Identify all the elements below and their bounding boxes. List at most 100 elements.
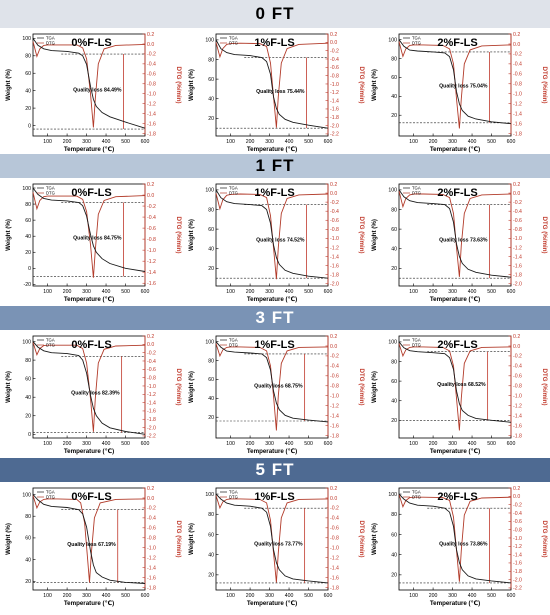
y-axis-label: Weight (%): [371, 523, 378, 555]
y2-tick-label: -1.6: [330, 107, 339, 113]
legend-dtg-label: DTG: [412, 41, 421, 46]
y2-tick-label: -1.4: [330, 254, 339, 260]
x-tick-label: 300: [448, 593, 457, 599]
y2-tick-label: -0.4: [513, 511, 522, 517]
x-tick-label: 400: [468, 139, 477, 145]
panel-title: 0%F-LS: [71, 491, 111, 503]
x-tick-label: 300: [265, 289, 274, 295]
x-tick-label: 200: [429, 289, 438, 295]
x-tick-label: 600: [507, 441, 516, 447]
y2-tick-label: -0.6: [330, 218, 339, 224]
x-tick-label: 200: [63, 441, 72, 447]
x-tick-label: 200: [246, 441, 255, 447]
y2-tick-label: -1.0: [513, 536, 522, 542]
y-tick-label: 80: [208, 207, 214, 213]
tga-curve: [32, 341, 146, 435]
x-tick-label: 300: [82, 289, 91, 295]
y2-tick-label: -1.6: [147, 575, 156, 581]
y2-tick-label: -1.2: [513, 245, 522, 251]
x-tick-label: 100: [226, 441, 235, 447]
y-axis-label: Weight (%): [5, 69, 12, 101]
chart-panel-0ft-0: 100 200 300 400 500 600 0 20 40 60 80 100 0.2 0.0 -0.2…: [5, 32, 182, 153]
x-tick-label: 300: [265, 593, 274, 599]
y2-tick-label: -0.6: [330, 526, 339, 532]
x-tick-label: 600: [141, 139, 150, 145]
y-tick-label: 20: [391, 113, 397, 119]
chart-panel-0ft-1: 100 200 300 400 500 600 20 40 60 80 100 0.2 0.0 -0.2 -…: [188, 32, 365, 153]
y2-tick-label: -1.8: [513, 569, 522, 575]
y2-tick-label: -2.2: [513, 586, 522, 592]
y2-tick-label: 0.0: [513, 344, 520, 350]
y2-tick-label: -1.2: [147, 259, 156, 265]
y-tick-label: 40: [25, 234, 31, 240]
y2-tick-label: -0.4: [147, 516, 156, 522]
y2-tick-label: -2.0: [513, 282, 522, 288]
x-tick-label: 400: [285, 139, 294, 145]
y2-tick-label: -1.6: [330, 263, 339, 269]
y2-axis-label: DTG (%/min): [358, 520, 365, 557]
y2-tick-label: -0.8: [513, 227, 522, 233]
x-tick-label: 600: [324, 593, 333, 599]
panel-title: 0%F-LS: [71, 187, 111, 199]
x-axis-label: Temperature (℃): [247, 146, 297, 153]
y2-tick-label: 0.0: [330, 496, 337, 502]
y2-tick-label: -0.2: [147, 350, 156, 356]
y-tick-label: 60: [208, 377, 214, 383]
quality-loss-annotation: Quality loss 67.19%: [67, 542, 116, 548]
chart-panel-0ft-2: 100 200 300 400 500 600 20 40 60 80 100 0.2 0.0 -0.2 -…: [371, 32, 548, 153]
x-tick-label: 400: [285, 593, 294, 599]
legend-tga-label: TGA: [229, 338, 238, 343]
y-tick-label: 40: [391, 94, 397, 100]
x-tick-label: 300: [448, 441, 457, 447]
x-axis-label: Temperature (℃): [247, 600, 297, 607]
tga-curve: [398, 189, 512, 278]
x-axis-label: Temperature (℃): [64, 600, 114, 607]
quality-loss-annotation: Quality loss 82.39%: [71, 390, 120, 396]
x-tick-label: 100: [226, 289, 235, 295]
chart-panel-3ft-1: 100 200 300 400 500 600 20 40 60 80 100 0.2 0.0 -0.2 -…: [188, 334, 365, 455]
y-tick-label: 60: [25, 71, 31, 77]
legend-dtg-label: DTG: [412, 343, 421, 348]
panel-title: 2%F-LS: [437, 491, 477, 503]
band-label: 3 FT: [255, 308, 295, 327]
band-label: 0 FT: [255, 4, 295, 23]
y2-tick-label: -2.0: [330, 282, 339, 288]
x-tick-label: 100: [409, 289, 418, 295]
x-tick-label: 600: [324, 441, 333, 447]
y2-tick-label: 0.2: [513, 486, 520, 492]
y2-tick-label: -1.8: [147, 131, 156, 137]
y2-tick-label: -0.2: [147, 204, 156, 210]
chart-panel-3ft-2: 100 200 300 400 500 600 20 40 60 80 100 0.2 0.0 -0.2 -…: [371, 334, 548, 455]
y2-tick-label: -1.2: [330, 245, 339, 251]
y-tick-label: 20: [208, 116, 214, 122]
tga-curve: [398, 39, 512, 125]
y-tick-label: 40: [391, 399, 397, 405]
y2-tick-label: -1.8: [330, 585, 339, 591]
tga-curve: [32, 38, 146, 129]
y2-tick-label: -0.4: [147, 62, 156, 68]
quality-loss-annotation: Quality loss 84.75%: [73, 235, 122, 241]
legend-tga-label: TGA: [46, 186, 55, 191]
x-tick-label: 200: [429, 593, 438, 599]
y2-tick-label: -0.6: [147, 526, 156, 532]
legend-dtg-label: DTG: [412, 495, 421, 500]
x-tick-label: 200: [63, 139, 72, 145]
y2-tick-label: -1.4: [513, 413, 522, 419]
dtg-curve: [215, 42, 329, 128]
y2-tick-label: -1.8: [513, 131, 522, 137]
chart-panel-1ft-1: 100 200 300 400 500 600 20 40 60 80 100 0.2 0.0 -0.2 -…: [188, 182, 365, 303]
y-tick-label: 40: [25, 88, 31, 94]
y-tick-label: 80: [25, 202, 31, 208]
chart-panel-3ft-0: 100 200 300 400 500 600 0 20 40 60 80 100 0.2 0.0 -0.2…: [5, 334, 182, 455]
x-tick-label: 500: [487, 139, 496, 145]
y2-tick-label: -1.0: [147, 92, 156, 98]
x-tick-label: 600: [324, 139, 333, 145]
x-tick-label: 400: [285, 441, 294, 447]
legend-dtg-label: DTG: [229, 495, 238, 500]
x-tick-label: 600: [141, 593, 150, 599]
x-tick-label: 600: [507, 289, 516, 295]
chart-panel-5ft-0: 100 200 300 400 500 600 20 40 60 80 100 0.2 0.0 -0.2 -…: [5, 486, 182, 607]
x-tick-label: 100: [43, 139, 52, 145]
quality-loss-annotation: Quality loss 68.52%: [437, 382, 486, 388]
panel-title: 0%F-LS: [71, 37, 111, 49]
